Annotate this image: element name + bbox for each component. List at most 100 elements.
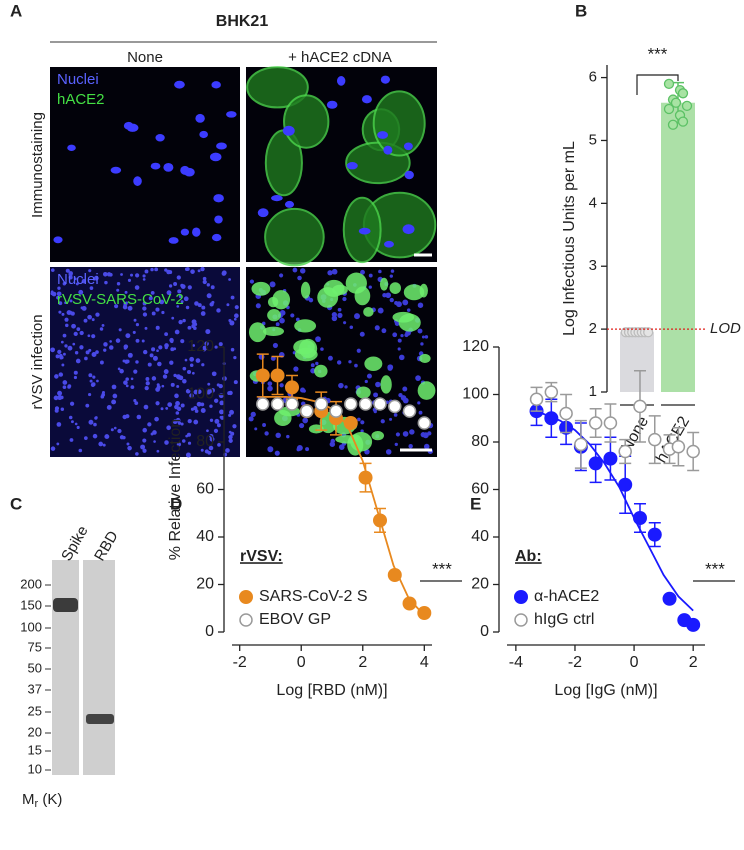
nucleus xyxy=(157,361,162,367)
nucleus xyxy=(132,330,136,334)
nucleus xyxy=(342,296,347,302)
nucleus xyxy=(249,279,255,284)
panel-label: D xyxy=(170,494,182,513)
nucleus xyxy=(89,379,93,383)
nucleus xyxy=(173,373,177,378)
nucleus xyxy=(53,395,59,401)
nucleus xyxy=(207,382,211,386)
nucleus xyxy=(174,329,180,335)
nucleus xyxy=(394,300,399,305)
nucleus xyxy=(69,401,75,406)
nucleus xyxy=(74,351,79,355)
y-tick-label: 80 xyxy=(471,433,489,450)
nucleus xyxy=(210,152,222,162)
nucleus xyxy=(189,363,194,368)
nucleus xyxy=(310,363,315,368)
nucleus xyxy=(180,228,190,236)
nucleus xyxy=(113,426,117,430)
infected-cell xyxy=(272,290,291,310)
nucleus xyxy=(417,328,423,334)
nucleus xyxy=(210,387,215,393)
nucleus xyxy=(193,389,199,395)
infected-cell xyxy=(317,287,339,308)
nucleus xyxy=(206,283,210,287)
nucleus xyxy=(150,291,155,295)
nucleus xyxy=(141,339,145,343)
gel-band xyxy=(53,598,78,612)
nucleus xyxy=(78,448,83,453)
ladder-label: 75 xyxy=(28,639,42,654)
nucleus xyxy=(195,113,205,123)
nucleus xyxy=(127,352,133,358)
nucleus xyxy=(56,291,62,297)
gel xyxy=(52,560,115,775)
nucleus xyxy=(337,312,343,318)
nucleus xyxy=(349,325,354,329)
nucleus xyxy=(274,450,280,456)
y-tick-label: 60 xyxy=(196,481,214,498)
nucleus xyxy=(272,342,278,348)
nucleus xyxy=(221,271,227,276)
nucleus xyxy=(136,414,142,420)
nucleus xyxy=(377,307,384,314)
nucleus xyxy=(59,353,63,358)
nucleus xyxy=(315,336,321,343)
nucleus xyxy=(126,442,130,446)
nucleus xyxy=(210,285,215,290)
nucleus xyxy=(200,448,204,452)
infected-cell xyxy=(248,322,267,343)
nucleus xyxy=(176,384,180,388)
data-point xyxy=(681,100,693,112)
nucleus xyxy=(148,296,153,301)
nucleus xyxy=(57,395,63,401)
infected-cell xyxy=(417,381,436,400)
data-point xyxy=(417,606,432,620)
row-label: Immunostaining xyxy=(29,112,46,218)
nucleus xyxy=(65,323,69,328)
legend-label: α-hACE2 xyxy=(534,588,599,605)
nucleus xyxy=(232,424,237,429)
nucleus xyxy=(115,338,121,343)
reference-label: LOD xyxy=(710,320,741,337)
nucleus xyxy=(135,273,140,278)
nucleus xyxy=(57,349,62,355)
nucleus xyxy=(164,332,169,337)
nucleus xyxy=(331,315,338,322)
nucleus xyxy=(375,381,381,388)
nucleus xyxy=(184,167,195,177)
nucleus xyxy=(393,413,398,417)
nucleus xyxy=(99,360,104,365)
nucleus xyxy=(378,269,382,274)
x-tick-label: 4 xyxy=(420,654,429,671)
nucleus xyxy=(191,319,197,325)
nucleus xyxy=(366,373,372,379)
nucleus xyxy=(381,328,387,334)
panel-label: A xyxy=(10,1,22,20)
nucleus xyxy=(395,432,401,437)
nucleus xyxy=(170,347,175,352)
nucleus xyxy=(279,383,284,388)
column-label: + hACE2 cDNA xyxy=(288,49,392,66)
nucleus xyxy=(167,402,173,407)
data-point xyxy=(256,397,270,411)
nucleus xyxy=(69,299,73,303)
stain-legend: Nuclei xyxy=(57,71,99,88)
y-tick-label: 100 xyxy=(462,386,489,403)
nucleus xyxy=(170,382,175,387)
nucleus xyxy=(116,288,120,292)
nucleus xyxy=(55,354,60,359)
y-tick-label: 6 xyxy=(589,69,597,86)
nucleus xyxy=(88,373,93,378)
nucleus xyxy=(338,382,344,389)
nucleus xyxy=(201,305,206,310)
nucleus xyxy=(343,321,347,325)
nucleus xyxy=(402,224,415,235)
data-point xyxy=(373,397,387,411)
panel-label: C xyxy=(10,494,22,513)
nucleus xyxy=(111,399,117,405)
nucleus xyxy=(217,442,221,447)
nucleus xyxy=(53,236,63,244)
nucleus xyxy=(184,358,188,362)
nucleus xyxy=(267,446,274,453)
nucleus xyxy=(88,269,92,273)
